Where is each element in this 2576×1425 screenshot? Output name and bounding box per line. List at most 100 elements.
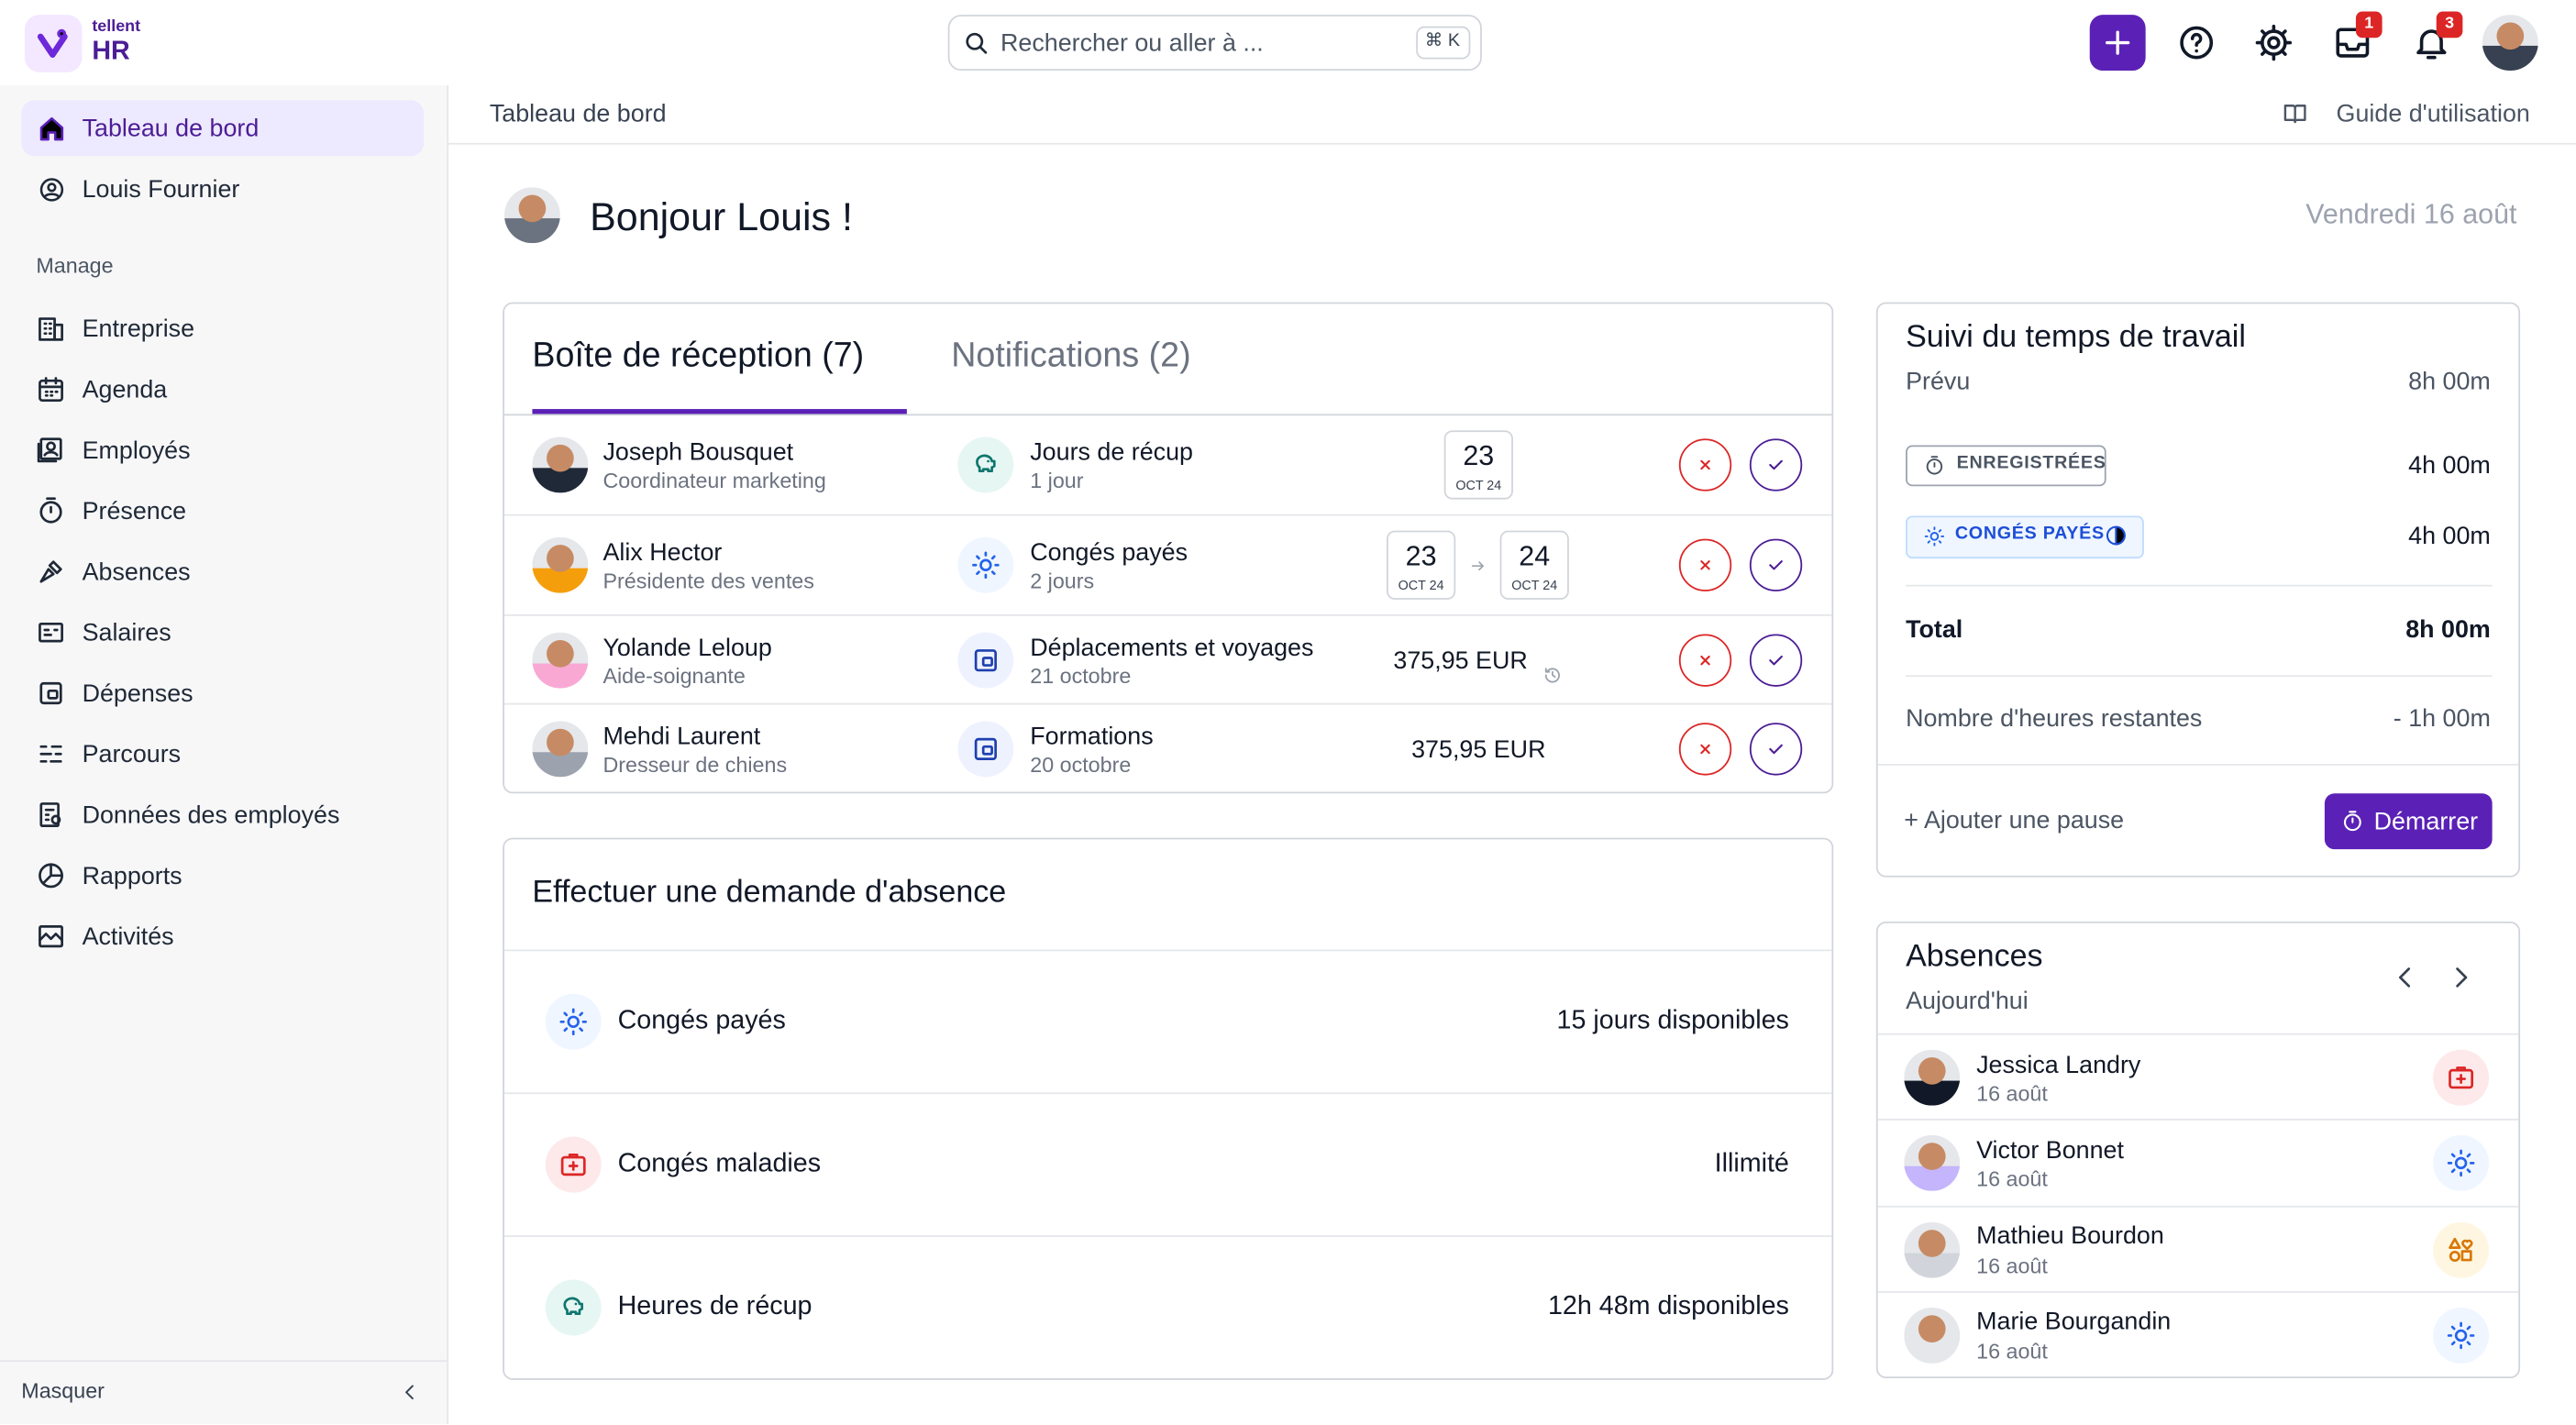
employee-name: Victor Bonnet	[1976, 1136, 2124, 1165]
settings-button[interactable]	[2254, 23, 2294, 62]
approve-button[interactable]	[1749, 438, 1803, 492]
tag-icon-part	[1925, 458, 1942, 474]
avatar	[1904, 1049, 1961, 1106]
absence-type[interactable]: Congés payés	[617, 1006, 786, 1035]
tab[interactable]: Boîte de réception (7)	[532, 337, 865, 375]
add-break-button[interactable]: + Ajouter une pause	[1904, 805, 2125, 834]
start-label[interactable]: Démarrer	[2373, 807, 2479, 835]
nav-item[interactable]: Employés	[82, 436, 191, 465]
start-icon-part	[2343, 813, 2361, 832]
nav-icon	[39, 863, 63, 889]
absence-type[interactable]: Heures de récup	[617, 1292, 813, 1320]
prev-button[interactable]	[2391, 963, 2420, 992]
nav-item[interactable]: Dépenses	[82, 679, 193, 708]
reject-button[interactable]	[1678, 438, 1732, 492]
inbox-card	[503, 302, 1834, 794]
guide-icon[interactable]	[2282, 100, 2308, 127]
date-arrow	[1470, 560, 1484, 570]
search-placeholder[interactable]: Rechercher ou aller à ...	[1000, 28, 1264, 57]
collapse-button[interactable]: Masquer	[21, 1377, 105, 1403]
nav-icon	[39, 681, 62, 705]
settings-button-part	[2267, 36, 2281, 50]
absence-type-icon-bg[interactable]	[545, 993, 602, 1050]
help-button-part	[2190, 32, 2203, 53]
nav-item[interactable]: Louis Fournier	[82, 174, 240, 204]
approve-icon	[1769, 459, 1783, 470]
sidebar	[0, 85, 449, 1425]
absence-type-icon-part	[567, 1015, 580, 1028]
nav-icon-part	[42, 192, 60, 197]
absence-type-icon-part	[2461, 1239, 2473, 1250]
card-title: Effectuer une demande d'absence	[532, 875, 1007, 910]
request-detail: 20 octobre	[1030, 752, 1132, 778]
approve-button[interactable]	[1749, 538, 1803, 591]
notifications-button[interactable]	[2412, 23, 2451, 62]
nav-item[interactable]: Rapports	[82, 861, 182, 890]
help-button-part	[2180, 26, 2214, 60]
tag-icon	[1923, 525, 1944, 546]
nav-icon	[39, 745, 62, 763]
reject-button[interactable]	[1678, 538, 1732, 591]
reject-button[interactable]	[1678, 634, 1732, 687]
avatar	[532, 536, 589, 593]
badge	[2436, 11, 2463, 39]
nav-item[interactable]: Activités	[82, 922, 174, 951]
absence-request-card	[503, 837, 1834, 1380]
absence-type-icon-part	[560, 1155, 586, 1176]
collapse-icon[interactable]	[398, 1381, 419, 1402]
nav-icon-part	[39, 501, 62, 524]
nav-item[interactable]: Parcours	[82, 740, 182, 768]
date-month: OCT 24	[1398, 579, 1444, 594]
request-detail: 2 jours	[1030, 568, 1095, 593]
approve-button[interactable]	[1749, 634, 1803, 687]
nav-icon-part	[39, 925, 63, 948]
tab[interactable]: Notifications (2)	[951, 337, 1191, 375]
request-icon-part	[974, 737, 997, 760]
absence-type-icon	[2449, 1237, 2473, 1262]
avatar	[1904, 1221, 1961, 1278]
absence-type[interactable]: Congés maladies	[617, 1149, 822, 1178]
nav-item[interactable]: Salaires	[82, 618, 171, 646]
search-box[interactable]	[947, 15, 1482, 72]
employee-name: Mehdi Laurent	[603, 722, 761, 750]
reject-button[interactable]	[1678, 723, 1732, 776]
nav-item[interactable]: Données des employés	[82, 801, 340, 829]
next-button[interactable]	[2446, 963, 2475, 992]
logo-mark	[24, 15, 83, 72]
time-tracking-card	[1875, 302, 2521, 878]
nav-item[interactable]: Présence	[82, 496, 187, 525]
divider	[448, 142, 2576, 145]
nav-icon-part	[46, 182, 56, 192]
prev-button-part	[2398, 967, 2411, 988]
availability: Illimité	[1714, 1149, 1789, 1178]
settings-button-part	[2255, 24, 2293, 61]
date-day: 24	[1519, 540, 1551, 572]
nav-icon-part	[47, 689, 59, 700]
logo-brand: tellent	[92, 17, 141, 37]
tag-icon	[1925, 455, 1942, 474]
avatar[interactable]	[2482, 15, 2538, 72]
approve-button[interactable]	[1749, 723, 1803, 776]
nav-item[interactable]: Tableau de bord	[82, 114, 260, 142]
employee-name: Yolande Leloup	[603, 633, 772, 662]
tag-icon-part	[1923, 525, 1944, 546]
nav-item-active[interactable]	[21, 100, 425, 157]
nav-item[interactable]: Entreprise	[82, 315, 195, 343]
nav-item[interactable]: Agenda	[82, 375, 168, 403]
absence-type-icon-bg[interactable]	[545, 1279, 602, 1336]
reject-icon-part	[1700, 655, 1710, 666]
nav-item[interactable]: Absences	[82, 558, 191, 586]
badge-count: 1	[2364, 15, 2374, 33]
guide-link[interactable]: Guide d'utilisation	[2336, 99, 2530, 127]
logo-product: HR	[92, 37, 130, 66]
reject-icon-part	[1700, 560, 1710, 570]
request-icon-part	[981, 657, 993, 667]
logo-glyph-part	[57, 28, 67, 39]
help-button[interactable]	[2177, 23, 2217, 62]
absence-type-icon-part	[2449, 1250, 2460, 1262]
start-icon	[2343, 811, 2361, 832]
absence-type-icon	[2447, 1321, 2475, 1350]
request-icon-part	[976, 454, 996, 473]
half-day-icon	[2106, 525, 2126, 546]
inbox-button[interactable]	[2333, 23, 2372, 62]
